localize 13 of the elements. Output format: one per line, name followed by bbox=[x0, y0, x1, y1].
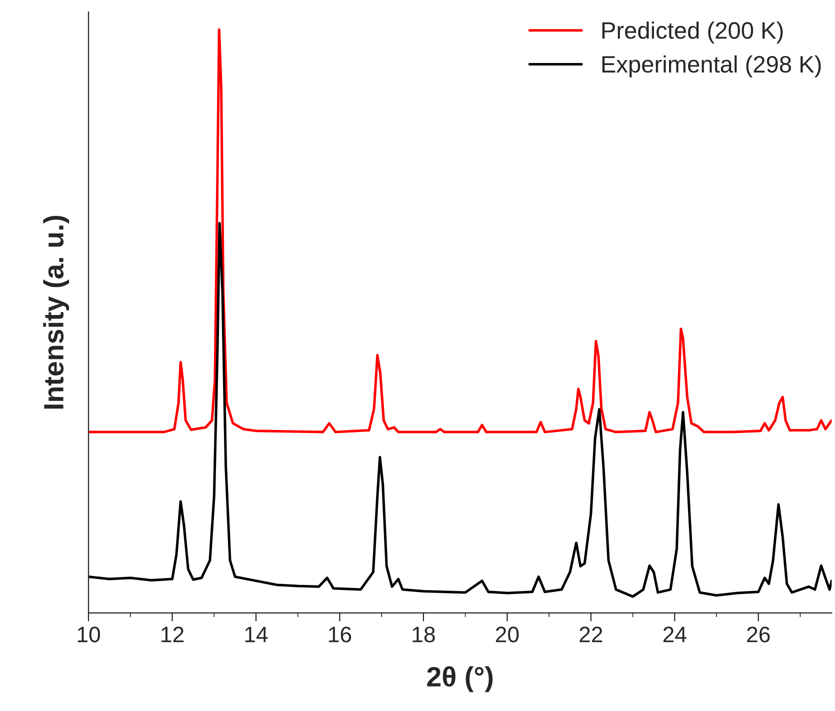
legend-label: Predicted (200 K) bbox=[602, 22, 783, 44]
x-tick-label: 24 bbox=[663, 626, 686, 642]
x-tick-label: 10 bbox=[78, 626, 100, 642]
x-tick-label: 16 bbox=[329, 626, 352, 642]
x-tick-label: 18 bbox=[412, 626, 435, 642]
x-tick-label: 14 bbox=[245, 626, 268, 642]
x-tick-label: 22 bbox=[580, 626, 602, 642]
x-axis-title: 2θ (°) bbox=[427, 666, 493, 692]
y-axis-title: Intensity (a. u.) bbox=[43, 216, 70, 409]
x-tick-label: 20 bbox=[496, 626, 519, 642]
x-tick-label: 26 bbox=[747, 626, 770, 642]
x-tick-label: 12 bbox=[162, 626, 184, 642]
legend-label: Experimental (298 K) bbox=[602, 55, 821, 78]
